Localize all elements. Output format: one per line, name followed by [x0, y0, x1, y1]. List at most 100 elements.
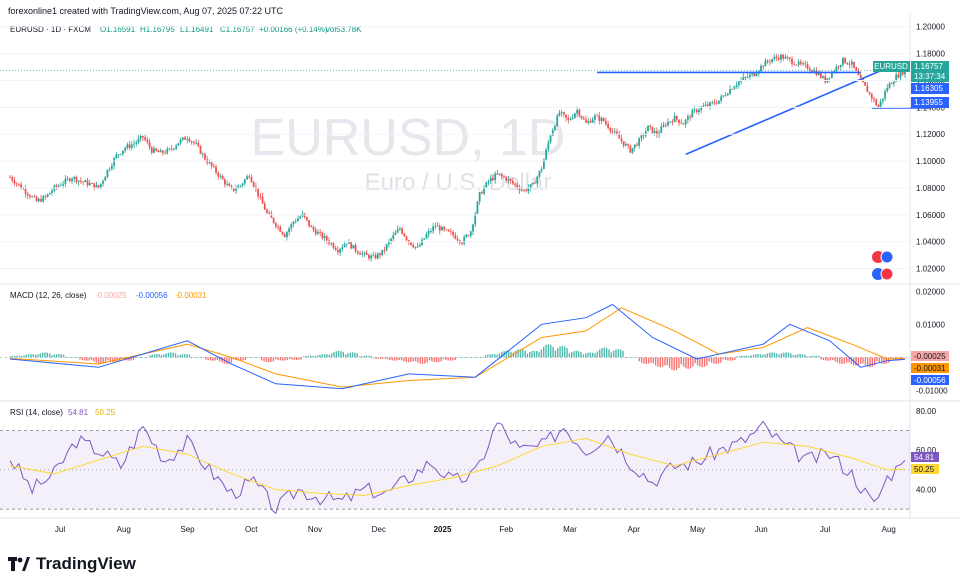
candle-body	[279, 226, 282, 232]
candle-body	[653, 131, 656, 133]
candle-body	[40, 198, 42, 202]
candle-body	[487, 181, 490, 183]
candle-body	[26, 193, 29, 196]
candle-body	[230, 185, 233, 189]
candle-body	[401, 228, 404, 234]
macd-histogram-bar	[806, 356, 808, 358]
macd-histogram-bar	[890, 357, 892, 360]
candle-body	[130, 144, 133, 148]
candle-body	[447, 229, 450, 232]
candle-body	[135, 142, 138, 144]
time-tick-label: Aug	[117, 525, 131, 534]
macd-histogram-bar	[202, 357, 205, 358]
candle-body	[558, 112, 561, 116]
candle-body	[520, 189, 523, 191]
macd-histogram-bar	[452, 357, 454, 361]
candle-body	[308, 220, 310, 227]
macd-histogram-bar	[668, 357, 671, 368]
candle-body	[853, 61, 855, 68]
macd-histogram-bar	[62, 354, 65, 358]
candle-body	[352, 245, 355, 249]
macd-histogram-bar	[547, 344, 550, 358]
macd-histogram-bar	[433, 357, 435, 363]
candle-body	[737, 81, 740, 85]
candle-body	[837, 66, 840, 68]
macd-histogram-bar	[666, 357, 668, 366]
macd-histogram-bar	[128, 357, 130, 361]
macd-histogram-bar	[447, 357, 449, 361]
macd-histogram-bar	[522, 349, 524, 358]
candle-body	[780, 54, 782, 60]
candle-body	[830, 72, 833, 78]
macd-histogram-bar	[291, 357, 293, 360]
macd-histogram-bar	[508, 351, 510, 358]
watermark-title: EURUSD, 1D	[251, 109, 566, 167]
candle-body	[808, 68, 811, 71]
macd-histogram-bar	[316, 355, 319, 358]
macd-histogram-bar	[529, 352, 531, 358]
candle-body	[299, 216, 302, 219]
macd-histogram-bar	[403, 357, 405, 362]
macd-histogram-bar	[151, 354, 153, 358]
candle-body	[649, 125, 652, 127]
candle-body	[106, 169, 109, 177]
candle-body	[155, 148, 158, 151]
macd-histogram-bar	[860, 357, 862, 364]
macd-axis: 0.02000 0.01000 -0.01000	[916, 287, 948, 395]
price-tick-label: 1.18000	[916, 50, 945, 59]
candle-body	[755, 73, 758, 77]
macd-histogram-bar	[524, 350, 526, 358]
macd-histogram-bar	[48, 353, 51, 358]
macd-histogram-bar	[177, 355, 179, 358]
ohlc-close: C1.16757	[220, 25, 255, 34]
macd-histogram-bar	[587, 352, 589, 358]
candle-body	[305, 216, 308, 221]
macd-histogram-bar	[342, 352, 344, 358]
macd-pane	[0, 303, 910, 390]
macd-histogram-bar	[647, 357, 650, 364]
macd-histogram-bar	[142, 357, 144, 358]
candle-body	[554, 126, 556, 131]
macd-histogram-bar	[771, 352, 773, 358]
macd-histogram-bar	[745, 355, 748, 358]
macd-histogram-bar	[657, 357, 659, 367]
chart-attribution: forexonline1 created with TradingView.co…	[8, 6, 284, 16]
macd-histogram-bar	[841, 357, 843, 364]
macd-histogram-bar	[575, 350, 578, 358]
candle-body	[283, 234, 286, 238]
macd-histogram-bar	[491, 354, 494, 358]
time-tick-label: Apr	[628, 525, 641, 534]
macd-histogram-bar	[813, 355, 815, 358]
candle-body	[731, 89, 734, 90]
candle-body	[126, 144, 129, 148]
candle-body	[698, 109, 700, 112]
macd-histogram-bar	[412, 357, 414, 362]
candle-body	[104, 176, 107, 181]
candle-body	[108, 168, 111, 170]
macd-line-tag-bg	[911, 375, 949, 385]
candle-body	[596, 115, 598, 117]
candle-body	[498, 173, 501, 175]
macd-tick-label: 0.01000	[916, 320, 945, 329]
candle-body	[24, 188, 27, 194]
candle-body	[560, 112, 563, 113]
macd-histogram-bar	[815, 355, 818, 358]
macd-histogram-bar	[671, 357, 673, 370]
rsi-axis: 80.00 60.00 40.00	[916, 407, 937, 495]
candle-body	[319, 232, 322, 234]
economic-event-icons[interactable]	[872, 250, 894, 281]
candle-body	[817, 72, 820, 75]
candle-body	[638, 138, 641, 146]
macd-histogram-bar	[487, 354, 489, 358]
candle-body	[811, 70, 813, 72]
candle-body	[161, 150, 164, 153]
macd-histogram-bar	[610, 352, 613, 358]
macd-histogram-bar	[361, 356, 363, 358]
macd-histogram-bar	[577, 351, 580, 358]
candle-body	[261, 196, 264, 204]
candle-body	[325, 236, 328, 241]
macd-histogram-bar	[216, 357, 219, 361]
candle-body	[855, 67, 858, 71]
candle-body	[873, 98, 875, 100]
